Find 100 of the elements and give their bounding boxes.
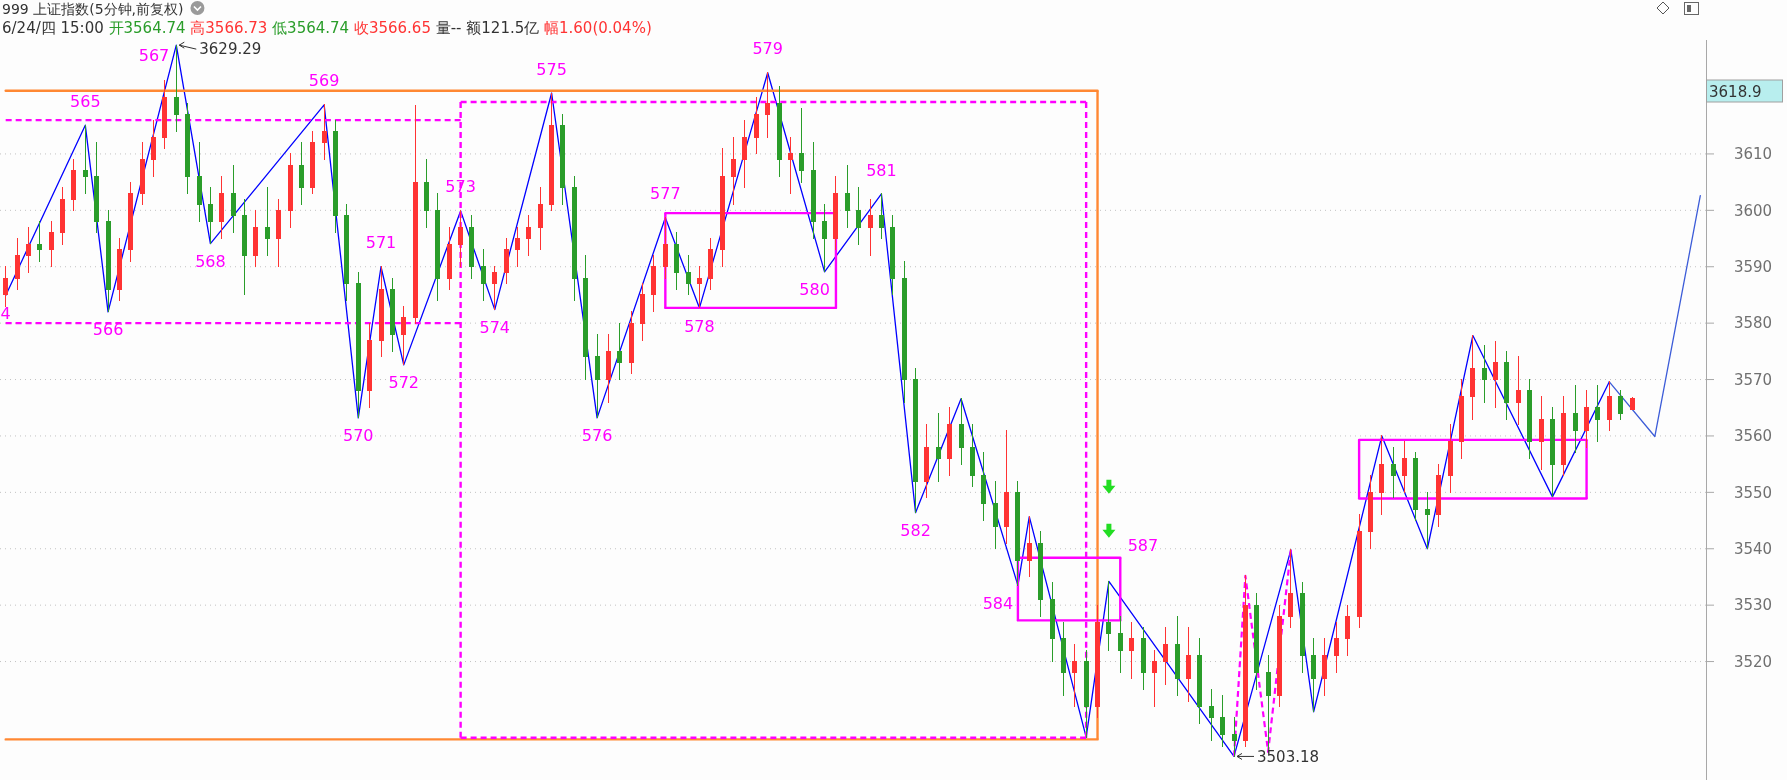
candlestick bbox=[1630, 397, 1635, 410]
candlestick bbox=[720, 147, 725, 268]
candlestick bbox=[1095, 604, 1100, 719]
candlestick bbox=[1539, 395, 1544, 471]
candlestick bbox=[185, 102, 190, 194]
candlestick bbox=[1607, 381, 1612, 431]
candlestick bbox=[162, 80, 167, 149]
candlestick bbox=[174, 44, 179, 132]
candlestick bbox=[799, 108, 804, 183]
candlestick bbox=[1527, 379, 1532, 460]
candlestick bbox=[572, 175, 577, 302]
candlestick bbox=[1470, 335, 1475, 420]
candlestick bbox=[811, 142, 816, 240]
y-tick-label: 3580 bbox=[1733, 314, 1773, 333]
candlestick bbox=[606, 333, 611, 403]
candlestick bbox=[959, 398, 964, 465]
candlestick bbox=[1163, 627, 1168, 685]
candlestick bbox=[1459, 379, 1464, 460]
point bbox=[1102, 479, 1116, 494]
candlestick bbox=[1288, 549, 1293, 629]
annotation: 575 bbox=[536, 59, 567, 79]
candlestick bbox=[344, 204, 349, 302]
candlestick bbox=[37, 221, 42, 262]
candlestick bbox=[1141, 627, 1146, 691]
candlestick bbox=[1448, 424, 1453, 493]
text: 3618.9 bbox=[1709, 83, 1762, 101]
candlestick bbox=[515, 226, 520, 268]
candlestick bbox=[219, 175, 224, 240]
candlestick bbox=[845, 164, 850, 228]
candlestick bbox=[538, 187, 543, 251]
y-tick-label: 3550 bbox=[1733, 483, 1773, 502]
candlestick bbox=[117, 238, 122, 302]
annotation: 580 bbox=[799, 280, 830, 300]
y-tick-label: 3530 bbox=[1733, 596, 1773, 615]
candlestick bbox=[1072, 644, 1077, 708]
candlestick bbox=[94, 142, 99, 234]
annotation: 571 bbox=[365, 233, 397, 253]
candlestick bbox=[583, 254, 588, 381]
annotation: 579 bbox=[752, 39, 783, 59]
candlestick bbox=[151, 119, 156, 177]
candlestick bbox=[1152, 649, 1157, 708]
candlestick bbox=[265, 187, 270, 256]
candlestick bbox=[1357, 514, 1362, 629]
candlestick bbox=[310, 130, 315, 194]
candlestick bbox=[1084, 649, 1089, 738]
candlestick bbox=[731, 136, 736, 206]
candlestick bbox=[83, 124, 88, 194]
candlestick bbox=[651, 254, 656, 313]
candlestick bbox=[71, 159, 76, 211]
candlestick bbox=[1482, 345, 1487, 403]
candlestick bbox=[617, 322, 622, 381]
candlestick bbox=[1561, 395, 1566, 476]
candlestick bbox=[379, 266, 384, 358]
candlestick bbox=[413, 105, 418, 324]
annotation: 572 bbox=[388, 373, 420, 393]
candlestick bbox=[253, 209, 258, 268]
candlestick bbox=[1322, 638, 1327, 696]
candlestick bbox=[1175, 615, 1180, 696]
candlestick bbox=[913, 367, 918, 514]
candlestick bbox=[1504, 350, 1509, 420]
candlestick bbox=[868, 198, 873, 256]
candlestick bbox=[674, 232, 679, 290]
candlestick bbox=[640, 283, 645, 341]
candlestick bbox=[1311, 638, 1316, 713]
candlestick bbox=[288, 153, 293, 228]
annotation: 581 bbox=[866, 160, 897, 180]
candlestick bbox=[1300, 582, 1305, 674]
candlestick bbox=[231, 164, 236, 234]
candlestick bbox=[970, 424, 975, 488]
candlestick bbox=[1232, 717, 1237, 757]
annotation: 573 bbox=[445, 177, 476, 197]
annotation: 584 bbox=[982, 594, 1014, 614]
annotation: 569 bbox=[308, 71, 340, 91]
candlestick bbox=[1254, 593, 1259, 691]
candlestick bbox=[276, 198, 281, 268]
candlestick bbox=[401, 305, 406, 366]
candlestick bbox=[1618, 390, 1623, 420]
candlestick bbox=[1050, 582, 1055, 663]
candlestick bbox=[242, 198, 247, 296]
y-tick-label: 3520 bbox=[1733, 652, 1773, 671]
candlestick bbox=[322, 104, 327, 161]
candlestick bbox=[947, 407, 952, 476]
annotation: 568 bbox=[195, 252, 226, 272]
candlestick bbox=[128, 181, 133, 262]
annotation: 565 bbox=[70, 91, 101, 111]
candlestick bbox=[49, 221, 54, 268]
candlestick bbox=[1004, 429, 1009, 544]
candlestick bbox=[367, 322, 372, 409]
candlestick bbox=[197, 142, 202, 223]
candlestick bbox=[629, 311, 634, 375]
annotation: 578 bbox=[684, 316, 715, 336]
candlestick bbox=[924, 424, 929, 499]
candlestick bbox=[1027, 516, 1032, 578]
candlestick bbox=[333, 119, 338, 234]
candlestick bbox=[526, 215, 531, 256]
candlestick bbox=[469, 215, 474, 279]
candlestick bbox=[424, 159, 429, 228]
candlestick bbox=[1595, 384, 1600, 443]
candlestick bbox=[504, 238, 509, 285]
y-tick-label: 3600 bbox=[1733, 201, 1773, 220]
